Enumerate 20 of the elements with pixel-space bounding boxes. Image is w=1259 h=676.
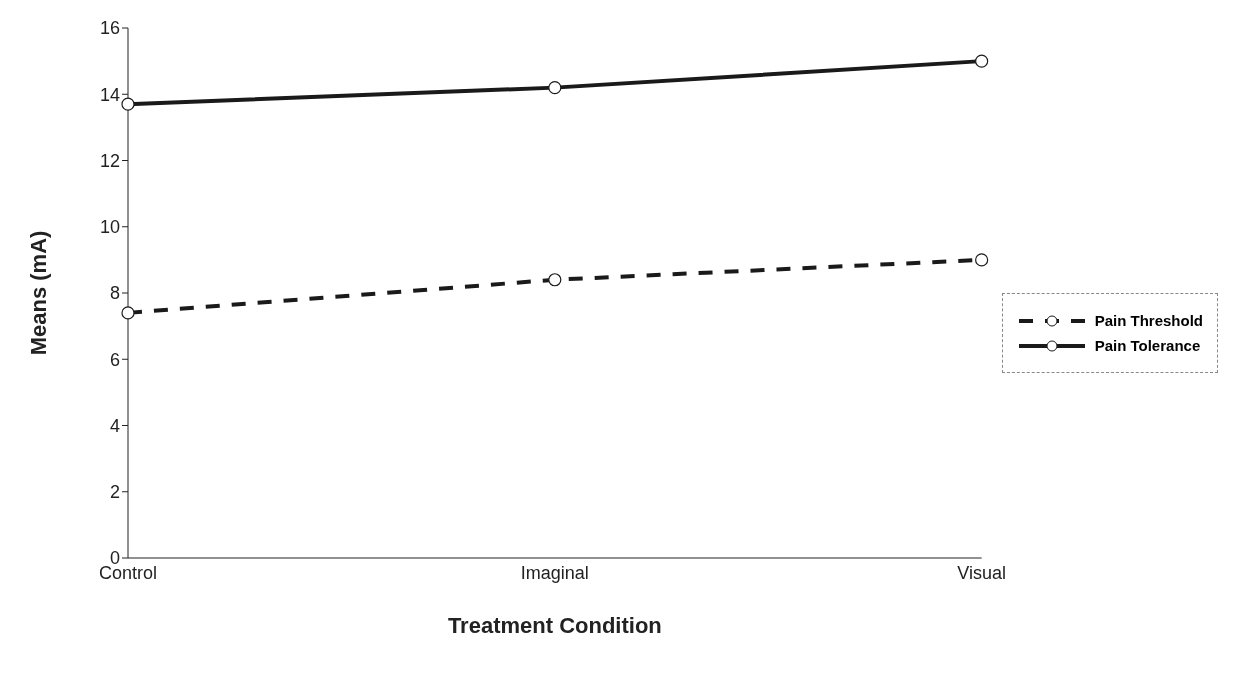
y-tick-label: 14	[99, 84, 120, 105]
point	[121, 97, 135, 111]
point	[975, 253, 989, 267]
x-tick-label: Visual	[957, 562, 1006, 583]
point	[975, 54, 989, 68]
y-axis-title: Means (mA)	[25, 230, 51, 356]
point	[548, 273, 562, 287]
y-tick-label: 10	[99, 217, 120, 238]
y-tick-label: 2	[109, 482, 120, 503]
y-tick-label: 16	[99, 18, 120, 39]
point	[548, 81, 562, 95]
legend-label: Pain Threshold	[1094, 312, 1203, 329]
y-tick-label: 8	[109, 283, 120, 304]
y-tick-label: 6	[109, 349, 120, 370]
x-axis-title: Treatment Condition	[447, 613, 662, 638]
legend-label: Pain Tolerance	[1094, 337, 1201, 354]
point	[121, 306, 135, 320]
y-tick-label: 12	[99, 150, 120, 171]
x-tick-label: Imaginal	[520, 562, 589, 583]
y-tick-label: 4	[109, 415, 120, 436]
